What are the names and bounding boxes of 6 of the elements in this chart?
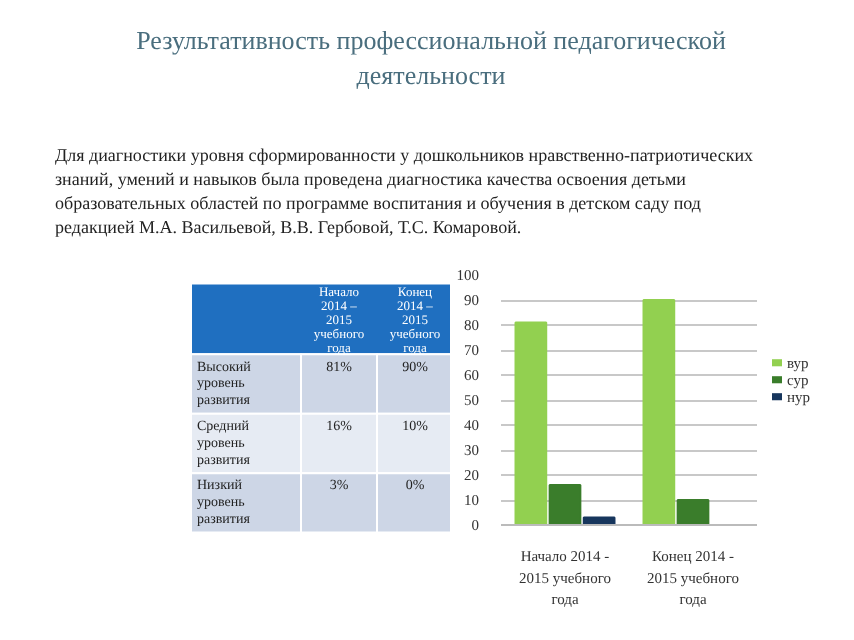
bar — [548, 484, 582, 525]
bar — [676, 499, 710, 525]
bar — [642, 299, 676, 525]
text: Для диагностики уровня сформированности у дошкольников нравственно-патриотических знаний, умений и навыков была проведена диагностика качества освоения детьми образовательных областей по программе воспитания и обучения в детском саду под редакцией М.А. Васильевой, В.В. Гербовой, Т.С. Комаровой. — [55, 145, 755, 237]
bar — [514, 321, 548, 525]
chart-title: Результативность профессиональной педагогической деятельности — [136, 25, 726, 90]
